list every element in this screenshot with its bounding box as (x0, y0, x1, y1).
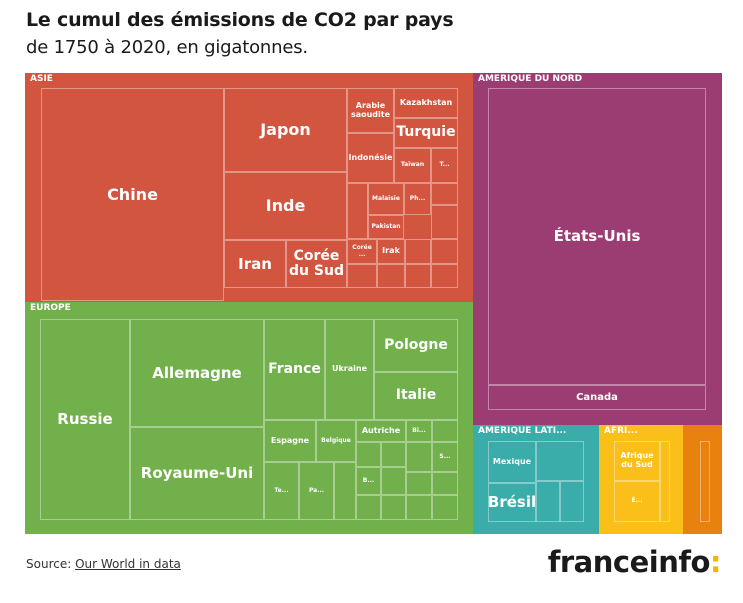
cell-taiwan: Taïwan (394, 148, 431, 183)
cell-small-europe-12 (432, 495, 458, 520)
cell-irak: Irak (377, 239, 405, 264)
cell-pakistan: Pakistan (368, 215, 404, 239)
cell-small-europe-11 (406, 495, 432, 520)
region-label-amerique-latine: AMÉRIQUE LATI... (478, 426, 567, 436)
cell-ph: Ph... (404, 183, 431, 215)
cell-small-europe-1 (334, 462, 356, 520)
cell-royaume-uni: Royaume-Uni (130, 427, 264, 520)
cell-s: S... (432, 442, 458, 472)
cell-allemagne: Allemagne (130, 319, 264, 427)
cell-small-asia-1 (347, 183, 368, 239)
region-asie: ASIE Chine Japon Inde Iran Corée du Sud … (25, 73, 473, 302)
cell-t: T... (431, 148, 458, 183)
cell-chine: Chine (41, 88, 224, 301)
cell-small-asia-3 (431, 205, 458, 239)
cell-espagne: Espagne (264, 420, 316, 462)
region-label-afrique: AFRI... (604, 426, 638, 436)
cell-b: B... (356, 467, 381, 495)
cell-small-asia-4 (405, 239, 431, 264)
cell-russie: Russie (40, 319, 130, 520)
cell-small-europe-7 (406, 472, 432, 495)
region-label-amerique-du-nord: AMÉRIQUE DU NORD (478, 74, 583, 84)
cell-inde: Inde (224, 172, 347, 240)
logo-text: franceinfo (547, 545, 711, 579)
cell-small-latam-2 (536, 481, 560, 522)
region-label-asie: ASIE (30, 74, 53, 84)
cell-small-asia-9 (431, 264, 458, 288)
cell-indonesie: Indonésie (347, 133, 394, 183)
cell-small-latam-1 (536, 441, 584, 481)
cell-pologne: Pologne (374, 319, 458, 372)
cell-small-europe-10 (381, 495, 406, 520)
cell-belgique: Belgique (316, 420, 356, 462)
cell-malaisie: Malaisie (368, 183, 404, 215)
region-europe: EUROPE Russie Allemagne Royaume-Uni Fran… (25, 302, 473, 534)
cell-te: Te... (264, 462, 299, 520)
chart-title: Le cumul des émissions de CO2 par pays (26, 9, 454, 31)
region-amerique-du-nord: AMÉRIQUE DU NORD États-Unis Canada (473, 73, 722, 425)
cell-japon: Japon (224, 88, 347, 172)
source-note: Source: Our World in data (26, 557, 181, 571)
cell-small-asia-7 (377, 264, 405, 288)
cell-small-asia-2 (431, 183, 458, 205)
cell-iran: Iran (224, 240, 286, 288)
cell-ukraine: Ukraine (325, 319, 374, 420)
source-link[interactable]: Our World in data (75, 557, 181, 571)
cell-small-europe-6 (381, 467, 406, 495)
cell-small-europe-8 (432, 472, 458, 495)
cell-small-latam-3 (560, 481, 584, 522)
cell-small-europe-2 (356, 442, 381, 467)
cell-afrique-du-sud: Afrique du Sud (614, 441, 660, 481)
cell-small-asia-6 (347, 264, 377, 288)
cell-kazakhstan: Kazakhstan (394, 88, 458, 118)
cell-small-europe-5 (432, 420, 458, 442)
cell-small-afrique-1 (660, 441, 670, 522)
cell-small-asia-8 (405, 264, 431, 288)
cell-turquie: Turquie (394, 118, 458, 148)
cell-autriche: Autriche (356, 420, 406, 442)
cell-mexique: Mexique (488, 441, 536, 483)
cell-small-europe-4 (406, 442, 432, 472)
cell-small-oceanie-1 (700, 441, 710, 522)
region-afrique: AFRI... Afrique du Sud É... (599, 425, 683, 534)
logo-colon: : (709, 545, 722, 579)
region-oceanie (683, 425, 722, 534)
cell-pa: Pa... (299, 462, 334, 520)
franceinfo-logo: franceinfo: (547, 545, 722, 579)
cell-bi: Bi... (406, 420, 432, 442)
cell-italie: Italie (374, 372, 458, 420)
cell-e: É... (614, 481, 660, 522)
cell-coree: Corée ... (347, 239, 377, 264)
cell-bresil: Brésil (488, 483, 536, 522)
region-amerique-latine: AMÉRIQUE LATI... Mexique Brésil (473, 425, 599, 534)
cell-etats-unis: États-Unis (488, 88, 706, 385)
cell-canada: Canada (488, 385, 706, 410)
region-label-europe: EUROPE (30, 303, 71, 313)
cell-small-europe-3 (381, 442, 406, 467)
cell-france: France (264, 319, 325, 420)
source-prefix: Source: (26, 557, 72, 571)
cell-coree-du-sud: Corée du Sud (286, 240, 347, 288)
cell-arabie-saoudite: Arabie saoudite (347, 88, 394, 133)
chart-subtitle: de 1750 à 2020, en gigatonnes. (26, 37, 308, 58)
cell-small-europe-9 (356, 495, 381, 520)
cell-small-asia-5 (431, 239, 458, 264)
